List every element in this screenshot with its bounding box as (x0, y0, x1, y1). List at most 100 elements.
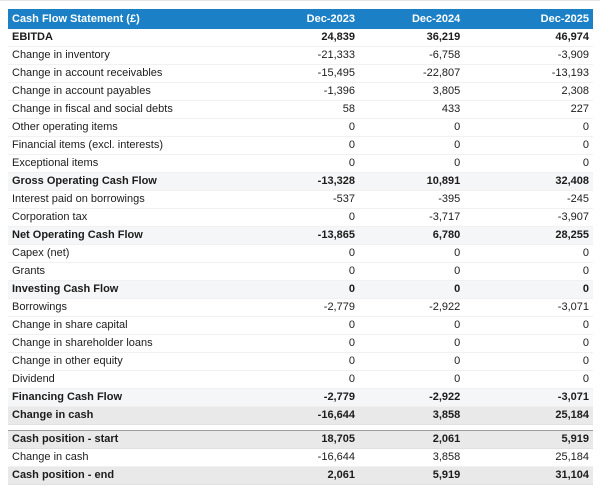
row-value: 25,184 (464, 406, 593, 425)
row-value: -16,644 (230, 406, 359, 425)
row-value: -21,333 (230, 46, 359, 65)
row-value: 5,919 (358, 466, 465, 485)
row-value: 0 (358, 244, 465, 263)
row-value: 0 (358, 262, 465, 281)
row-label: Corporation tax (8, 208, 231, 227)
row-label: Investing Cash Flow (8, 280, 231, 299)
table-row: Cash position - end 2,061 5,919 31,104 (8, 466, 593, 485)
row-value: 0 (464, 154, 593, 173)
row-value: 58 (230, 100, 359, 119)
row-label: Change in share capital (8, 316, 231, 335)
table-row: Capex (net) 0 0 0 (8, 244, 593, 263)
row-value: 227 (464, 100, 593, 119)
row-label: Interest paid on borrowings (8, 190, 231, 209)
table-row: Interest paid on borrowings -537 -395 -245 (8, 190, 593, 209)
row-value: -13,193 (464, 64, 593, 83)
row-value: 3,805 (358, 82, 465, 101)
row-value: 31,104 (464, 466, 593, 485)
row-value: 28,255 (464, 226, 593, 245)
column-header-dec-2023: Dec-2023 (230, 9, 359, 29)
table-row: Other operating items 0 0 0 (8, 118, 593, 137)
table-row: Change in shareholder loans 0 0 0 (8, 334, 593, 353)
row-value: 0 (358, 280, 465, 299)
column-header-dec-2025: Dec-2025 (464, 9, 593, 29)
row-label: Borrowings (8, 298, 231, 317)
row-label: Net Operating Cash Flow (8, 226, 231, 245)
cash-flow-table: Cash Flow Statement (£) Dec-2023 Dec-202… (8, 9, 593, 485)
row-value: 0 (230, 154, 359, 173)
row-label: Financing Cash Flow (8, 388, 231, 407)
row-value: 10,891 (358, 172, 465, 191)
row-value: 0 (464, 280, 593, 299)
table-row: Cash position - start 18,705 2,061 5,919 (8, 430, 593, 449)
table-row: Corporation tax 0 -3,717 -3,907 (8, 208, 593, 227)
row-value: -13,328 (230, 172, 359, 191)
row-value: 0 (358, 316, 465, 335)
header-row: Cash Flow Statement (£) Dec-2023 Dec-202… (8, 9, 593, 29)
row-value: 0 (230, 118, 359, 137)
row-label: Change in shareholder loans (8, 334, 231, 353)
row-label: EBITDA (8, 29, 231, 47)
row-value: 0 (230, 352, 359, 371)
row-value: -3,071 (464, 298, 593, 317)
row-value: 0 (358, 118, 465, 137)
table-row: Exceptional items 0 0 0 (8, 154, 593, 173)
table-row: Financial items (excl. interests) 0 0 0 (8, 136, 593, 155)
row-value: 0 (230, 262, 359, 281)
row-value: 0 (358, 334, 465, 353)
row-value: 0 (358, 154, 465, 173)
row-value: 5,919 (464, 430, 593, 449)
table-row: Change in other equity 0 0 0 (8, 352, 593, 371)
row-value: -2,779 (230, 388, 359, 407)
table-row: EBITDA 24,839 36,219 46,974 (8, 29, 593, 47)
row-value: -2,922 (358, 298, 465, 317)
table-row: Net Operating Cash Flow -13,865 6,780 28,25… (8, 226, 593, 245)
table-title: Cash Flow Statement (£) (8, 9, 231, 29)
row-value: -22,807 (358, 64, 465, 83)
row-value: 0 (358, 370, 465, 389)
row-label: Dividend (8, 370, 231, 389)
row-value: 2,061 (358, 430, 465, 449)
table-row: Change in inventory -21,333 -6,758 -3,909 (8, 46, 593, 65)
column-header-dec-2024: Dec-2024 (358, 9, 465, 29)
row-value: 3,858 (358, 406, 465, 425)
table-row: Change in fiscal and social debts 58 433 22… (8, 100, 593, 119)
row-value: 0 (230, 334, 359, 353)
row-value: -2,779 (230, 298, 359, 317)
row-value: 0 (358, 352, 465, 371)
table-row: Change in cash -16,644 3,858 25,184 (8, 406, 593, 425)
row-value: 2,308 (464, 82, 593, 101)
table-row: Dividend 0 0 0 (8, 370, 593, 389)
row-value: -6,758 (358, 46, 465, 65)
table-body: EBITDA 24,839 36,219 46,974 Change in invent… (8, 29, 593, 485)
cash-flow-table-container: Cash Flow Statement (£) Dec-2023 Dec-202… (8, 9, 593, 485)
table-row: Change in account payables -1,396 3,805 2,3… (8, 82, 593, 101)
section-spacer-row (8, 424, 593, 431)
row-value: 6,780 (358, 226, 465, 245)
row-value: -15,495 (230, 64, 359, 83)
row-value: 32,408 (464, 172, 593, 191)
row-label: Financial items (excl. interests) (8, 136, 231, 155)
row-value: 3,858 (358, 448, 465, 467)
row-value: -16,644 (230, 448, 359, 467)
row-value: 24,839 (230, 29, 359, 47)
row-value: 0 (464, 370, 593, 389)
section-spacer (8, 424, 593, 431)
row-value: -13,865 (230, 226, 359, 245)
row-label: Change in inventory (8, 46, 231, 65)
row-value: 0 (230, 280, 359, 299)
row-value: -1,396 (230, 82, 359, 101)
table-row: Investing Cash Flow 0 0 0 (8, 280, 593, 299)
table-row: Grants 0 0 0 (8, 262, 593, 281)
table-header: Cash Flow Statement (£) Dec-2023 Dec-202… (8, 9, 593, 29)
row-label: Change in cash (8, 448, 231, 467)
row-label: Exceptional items (8, 154, 231, 173)
row-value: 0 (464, 334, 593, 353)
row-value: 2,061 (230, 466, 359, 485)
row-value: -2,922 (358, 388, 465, 407)
row-value: -3,717 (358, 208, 465, 227)
row-value: 0 (230, 208, 359, 227)
row-value: 0 (230, 136, 359, 155)
table-row: Financing Cash Flow -2,779 -2,922 -3,071 (8, 388, 593, 407)
